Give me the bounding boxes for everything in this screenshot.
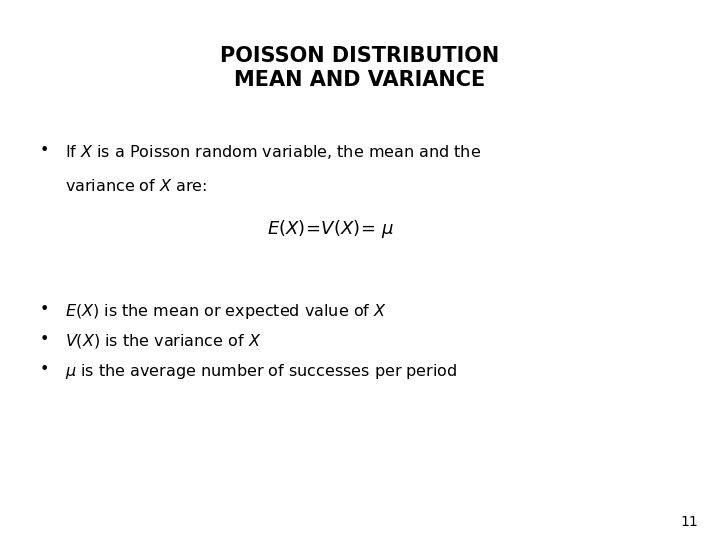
Text: •: •: [40, 362, 49, 377]
Text: $V(X)$ is the variance of $X$: $V(X)$ is the variance of $X$: [65, 332, 261, 350]
Text: •: •: [40, 332, 49, 347]
Text: •: •: [40, 143, 49, 158]
Text: •: •: [40, 302, 49, 318]
Text: POISSON DISTRIBUTION
MEAN AND VARIANCE: POISSON DISTRIBUTION MEAN AND VARIANCE: [220, 46, 500, 90]
Text: If $X$ is a Poisson random variable, the mean and the: If $X$ is a Poisson random variable, the…: [65, 143, 481, 161]
Text: $E(X)\!=\!V(X)\!=\,\mu$: $E(X)\!=\!V(X)\!=\,\mu$: [267, 219, 395, 240]
Text: variance of $X$ are:: variance of $X$ are:: [65, 178, 207, 194]
Text: 11: 11: [680, 515, 698, 529]
Text: $\mu$ is the average number of successes per period: $\mu$ is the average number of successes…: [65, 362, 457, 381]
Text: $E(X)$ is the mean or expected value of $X$: $E(X)$ is the mean or expected value of …: [65, 302, 387, 321]
